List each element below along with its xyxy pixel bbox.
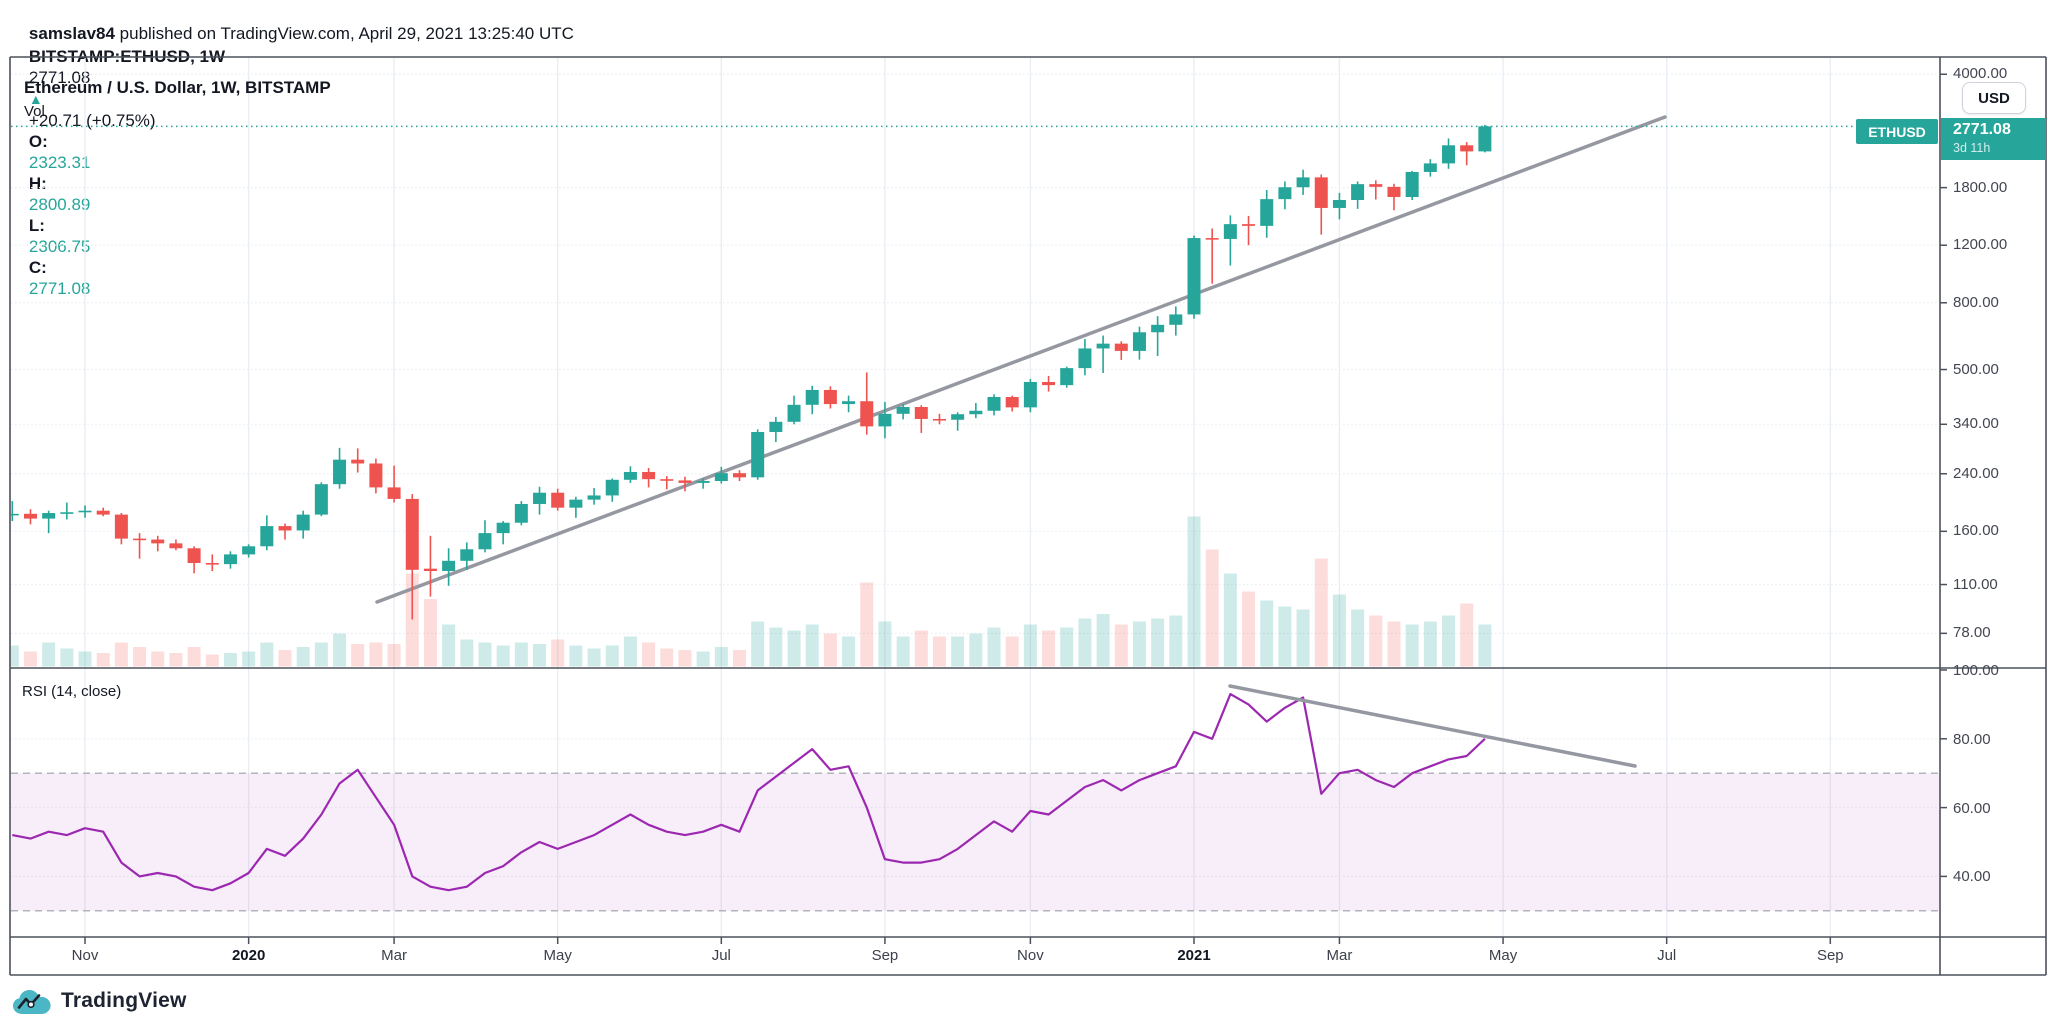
rsi-trendline — [1228, 684, 1637, 768]
price-axis-label: 4000.00 — [1953, 65, 2008, 83]
price-axis-label: 340.00 — [1953, 415, 1999, 433]
last-price: 2771.08 — [28, 68, 91, 87]
up-arrow-icon: ▲ — [28, 91, 43, 107]
rsi-axis-label: 60.00 — [1953, 799, 1991, 817]
price-axis-label: 1200.00 — [1953, 236, 2008, 254]
price-axis-label: 500.00 — [1953, 360, 1999, 378]
low-value: 2306.75 — [28, 237, 91, 256]
time-axis-month-label: Nov — [1017, 947, 1044, 964]
time-axis-month-label: Jul — [711, 947, 731, 964]
pane-borders — [9, 56, 2047, 976]
rsi-axis-label: 40.00 — [1953, 868, 1991, 886]
time-axis-month-label: Sep — [871, 947, 899, 964]
rsi-line — [12, 692, 1486, 892]
volume-bars — [11, 516, 1492, 667]
candlestick-series — [11, 124, 1492, 620]
tradingview-logo-icon — [13, 990, 51, 1014]
close-value: 2771.08 — [28, 279, 91, 298]
close-label: C: — [28, 258, 47, 277]
symbol-price-line-tag: ETHUSD — [1856, 119, 1938, 144]
time-axis[interactable]: Nov 2020 Mar May Jul Sep Nov 2021 Mar May Jul Sep — [10, 937, 2046, 975]
tradingview-logo-text: TradingView — [61, 988, 187, 1012]
time-axis-year-label: 2021 — [1177, 947, 1211, 964]
bar-countdown: 3d 11h — [1953, 141, 1991, 155]
open-label: O: — [28, 132, 48, 151]
low-label: L: — [28, 216, 45, 235]
tradingview-watermark[interactable]: TradingView — [12, 986, 187, 1015]
axis-ticks — [84, 73, 1947, 944]
byline: samslav84 published on TradingView.com, … — [10, 4, 574, 64]
time-axis-month-label: Nov — [71, 947, 99, 964]
price-trendline — [375, 115, 1667, 604]
price-axis-label: 800.00 — [1953, 293, 1999, 311]
time-axis-month-label: Mar — [1326, 947, 1353, 964]
chart-legend-title: Ethereum / U.S. Dollar, 1W, BITSTAMP — [24, 78, 331, 97]
time-axis-month-label: Jul — [1657, 947, 1677, 964]
price-change: +20.71 (+0.75%) — [28, 111, 156, 130]
byline-text: published on TradingView.com, April 29, … — [114, 24, 574, 43]
price-axis-label: 160.00 — [1953, 522, 1999, 540]
rsi-axis-label: 100.00 — [1953, 662, 1999, 679]
time-axis-month-label: May — [1488, 947, 1518, 964]
symbol-info-bar: BITSTAMP:ETHUSD, 1W 2771.08 ▲ +20.71 (+0… — [10, 25, 234, 320]
rsi-legend: RSI (14, close) — [22, 683, 122, 700]
volume-legend: Vol — [24, 103, 45, 120]
currency-toggle-button[interactable]: USD — [1962, 82, 2026, 114]
author-name: samslav84 — [28, 24, 115, 43]
high-value: 2800.89 — [28, 195, 91, 214]
price-axis-label: 1800.00 — [1953, 178, 2008, 196]
price-axis-label: 78.00 — [1953, 624, 1991, 642]
price-axis-label: 240.00 — [1953, 464, 1999, 482]
rsi-axis-label: 80.00 — [1953, 730, 1991, 748]
time-axis-year-label: 2020 — [231, 947, 266, 964]
open-value: 2323.31 — [28, 153, 91, 172]
price-axis-label: 110.00 — [1953, 575, 1998, 593]
time-axis-month-label: Mar — [381, 947, 407, 964]
current-price-value: 2771.08 — [1953, 121, 2011, 138]
price-axis[interactable]: USD 2771.08 3d 11h 4000.00 1800.00 1200.00… — [1940, 57, 2046, 975]
high-label: H: — [28, 174, 47, 193]
time-axis-month-label: Sep — [1816, 947, 1844, 964]
time-axis-month-label: May — [543, 947, 572, 964]
current-price-tag: 2771.08 3d 11h — [1941, 118, 2046, 160]
